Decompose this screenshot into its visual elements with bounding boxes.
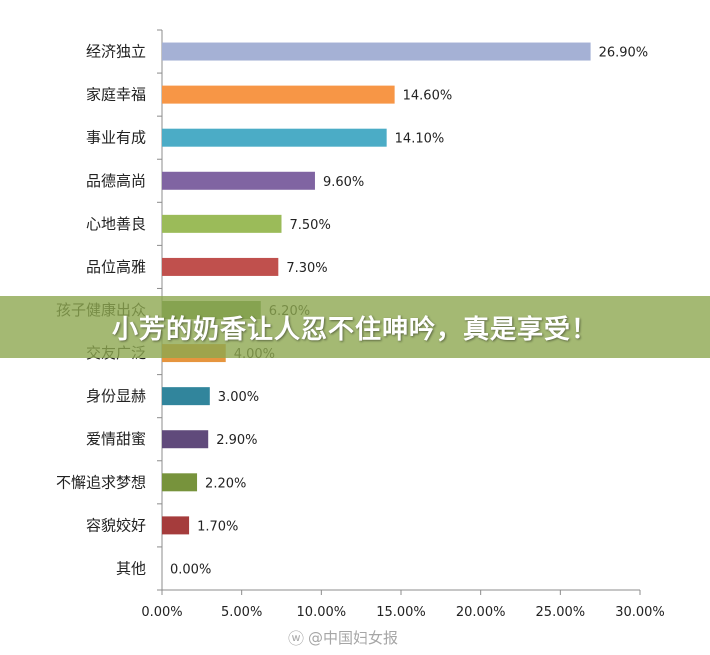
data-label: 9.60% [323, 175, 364, 190]
data-label: 1.70% [197, 519, 238, 534]
x-tick-label: 0.00% [141, 605, 182, 620]
category-label: 容貌姣好 [86, 516, 146, 534]
x-tick-label: 30.00% [615, 605, 665, 620]
x-tick-label: 25.00% [536, 605, 586, 620]
data-label: 26.90% [599, 46, 649, 61]
category-label: 其他 [116, 559, 146, 577]
bar [162, 430, 209, 449]
chart-bars [162, 42, 591, 535]
x-tick-label: 20.00% [456, 605, 506, 620]
data-label: 2.20% [205, 476, 246, 491]
bar [162, 214, 282, 233]
x-tick-label: 10.00% [297, 605, 347, 620]
bar [162, 516, 190, 535]
watermark: ⓦ @中国妇女报 [288, 626, 399, 649]
category-label: 身份显赫 [86, 387, 146, 405]
bar [162, 85, 395, 104]
overlay-banner: 小芳的奶香让人忍不住呻吟，真是享受！ [0, 296, 710, 358]
category-label: 家庭幸福 [86, 86, 146, 104]
data-label: 7.50% [290, 218, 331, 233]
bar [162, 128, 387, 147]
category-label: 不懈追求梦想 [56, 473, 146, 491]
category-label: 品德高尚 [86, 172, 146, 190]
data-label: 14.10% [395, 132, 445, 147]
x-tick-label: 5.00% [221, 605, 262, 620]
category-label: 心地善良 [86, 215, 146, 233]
bar [162, 257, 279, 276]
data-label: 3.00% [218, 390, 259, 405]
category-label: 事业有成 [86, 129, 146, 147]
data-label: 2.90% [216, 433, 257, 448]
bar [162, 387, 210, 406]
weibo-icon: ⓦ [288, 629, 305, 648]
bar [162, 473, 198, 492]
category-label: 经济独立 [86, 43, 146, 61]
data-label: 14.60% [403, 89, 453, 104]
data-label: 0.00% [170, 562, 211, 577]
banner-text: 小芳的奶香让人忍不住呻吟，真是享受！ [111, 314, 598, 345]
bar [162, 42, 591, 61]
x-tick-label: 15.00% [376, 605, 426, 620]
data-label: 7.30% [286, 261, 327, 276]
bar [162, 171, 315, 190]
x-axis-ticks: 0.00% 5.00% 10.00% 15.00% 20.00% 25.00% 30.00% [141, 590, 665, 620]
watermark-text: @中国妇女报 [308, 628, 399, 647]
category-label: 品位高雅 [86, 258, 146, 276]
category-label: 爱情甜蜜 [86, 430, 146, 448]
